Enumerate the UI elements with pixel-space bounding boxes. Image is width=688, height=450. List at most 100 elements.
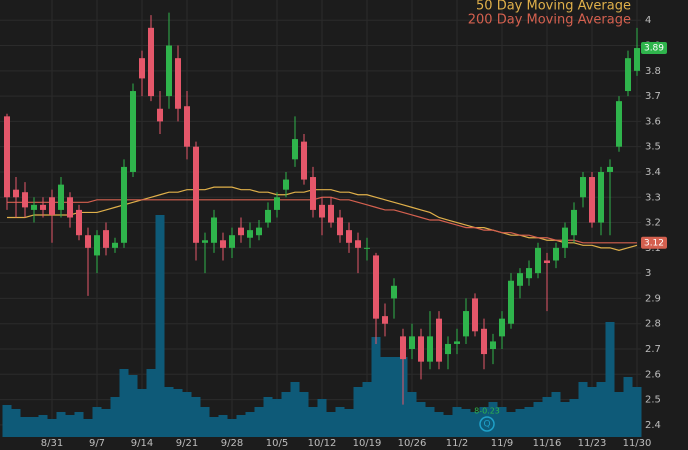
volume-bar <box>290 382 300 437</box>
candle-body <box>184 106 190 147</box>
candle-layer <box>4 12 640 405</box>
candle-body <box>103 230 109 248</box>
volume-bar <box>515 409 525 437</box>
candle-body <box>274 197 280 210</box>
x-tick-label: 11/9 <box>491 438 513 449</box>
candle-body <box>193 146 199 243</box>
candle-body <box>499 318 505 337</box>
x-tick-label: 9/21 <box>176 438 198 449</box>
candle-body <box>40 204 46 210</box>
y-tick-label: 3.2 <box>645 218 661 229</box>
candle-body <box>265 209 271 223</box>
y-tick-label: 4 <box>645 15 651 26</box>
candle-body <box>130 91 136 172</box>
price-tag-label: 3.12 <box>644 238 664 248</box>
volume-bar <box>623 377 633 437</box>
volume-bar <box>38 415 48 437</box>
candle-body <box>175 58 181 109</box>
price-tag <box>641 236 667 249</box>
volume-bar <box>425 407 435 437</box>
candle-body <box>553 247 559 261</box>
candle-body <box>139 58 145 79</box>
y-tick-label: 2.4 <box>645 420 661 431</box>
volume-bar <box>299 392 309 437</box>
x-tick-label: 10/12 <box>308 438 337 449</box>
candle-body <box>418 336 424 362</box>
volume-bar <box>47 419 57 437</box>
candle-body <box>589 177 595 223</box>
volume-bar <box>56 412 66 437</box>
y-tick-label: 2.6 <box>645 369 661 380</box>
legend-entry: 50 Day Moving Average <box>476 0 631 14</box>
candle-body <box>634 48 640 71</box>
candle-body <box>283 179 289 190</box>
y-tick-label: 2.7 <box>645 344 661 355</box>
volume-bar <box>605 322 615 437</box>
candle-body <box>346 230 352 243</box>
candle-body <box>76 209 82 236</box>
x-tick-label: 9/28 <box>221 438 243 449</box>
x-tick-label: 9/14 <box>131 438 153 449</box>
volume-bar <box>92 407 102 437</box>
volume-bar <box>416 402 426 437</box>
candle-body <box>544 260 550 264</box>
candle-body <box>292 139 298 160</box>
y-tick-label: 3.5 <box>645 142 661 153</box>
candle-body <box>202 240 208 243</box>
volume-bar <box>371 337 381 437</box>
volume-bar <box>317 399 327 437</box>
volume-bar <box>209 417 219 437</box>
candle-body <box>373 255 379 319</box>
volume-bar <box>380 357 390 437</box>
candle-body <box>301 141 307 180</box>
x-tick-label: 10/5 <box>266 438 288 449</box>
volume-bar <box>587 387 597 437</box>
earnings-icon-glyph: Q <box>483 420 490 430</box>
candle-body <box>112 242 118 248</box>
price-tag-label: 3.89 <box>644 44 664 54</box>
y-tick-label: 3.6 <box>645 116 661 127</box>
candle-body <box>256 227 262 236</box>
volume-bar <box>452 407 462 437</box>
volume-bar <box>218 415 228 437</box>
candle-body <box>517 273 523 286</box>
y-tick-label: 3.8 <box>645 66 661 77</box>
candle-body <box>85 235 91 248</box>
candle-body <box>310 177 316 210</box>
candle-body <box>31 204 37 210</box>
price-tag <box>641 42 667 55</box>
x-tick-label: 10/19 <box>353 438 382 449</box>
volume-bar <box>11 409 21 437</box>
x-tick-label: 11/30 <box>623 438 652 449</box>
volume-bar <box>524 407 534 437</box>
volume-bar <box>119 369 129 437</box>
candle-body <box>157 108 163 122</box>
volume-bar <box>542 397 552 437</box>
candle-body <box>328 204 334 223</box>
volume-bar <box>236 415 246 437</box>
candle-body <box>22 192 28 208</box>
x-tick-label: 11/23 <box>578 438 607 449</box>
candle-body <box>67 197 73 218</box>
volume-bar <box>434 412 444 437</box>
volume-bar <box>443 415 453 437</box>
candle-body <box>571 209 577 236</box>
volume-bar <box>29 417 39 437</box>
candle-body <box>625 58 631 92</box>
volume-bar <box>389 357 399 437</box>
volume-bar <box>128 375 138 437</box>
candle-body <box>400 336 406 360</box>
candle-body <box>535 247 541 274</box>
volume-bar <box>578 382 588 437</box>
candle-body <box>490 341 496 350</box>
moving-average-line <box>7 186 638 252</box>
volume-bar <box>407 392 417 437</box>
candle-body <box>508 280 514 324</box>
volume-bar <box>227 419 237 437</box>
volume-bar <box>110 397 120 437</box>
candle-body <box>121 166 127 243</box>
volume-bar <box>65 415 75 437</box>
candle-body <box>454 341 460 344</box>
volume-bar <box>308 407 318 437</box>
